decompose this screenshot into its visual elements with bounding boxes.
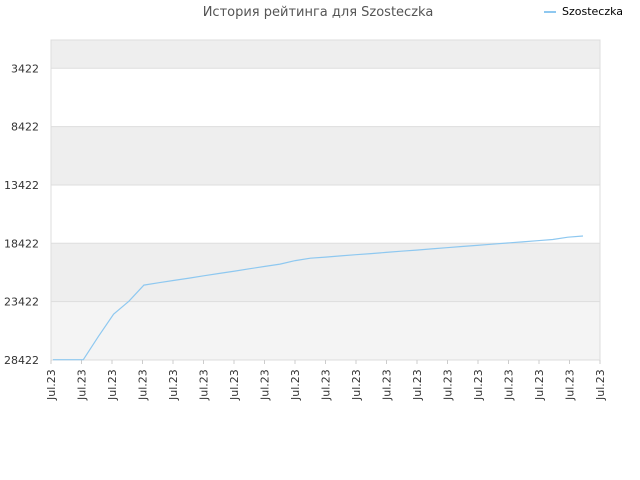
x-tick-label: Jul.23	[259, 369, 272, 401]
x-tick-label: Jul.23	[45, 369, 58, 401]
x-tick-label: Jul.23	[198, 369, 211, 401]
x-tick-label: Jul.23	[442, 369, 455, 401]
x-tick-label: Jul.23	[350, 369, 363, 401]
x-tick-label: Jul.23	[137, 369, 150, 401]
legend-swatch	[544, 10, 556, 13]
x-tick-label: Jul.23	[320, 369, 333, 401]
x-tick-label: Jul.23	[106, 369, 119, 401]
x-tick-label: Jul.23	[503, 369, 516, 401]
x-tick-label: Jul.23	[411, 369, 424, 401]
x-tick-label: Jul.23	[289, 369, 302, 401]
x-tick-label: Jul.23	[381, 369, 394, 401]
y-tick-label: 18422	[4, 237, 39, 250]
x-tick-label: Jul.23	[533, 369, 546, 401]
x-tick-label: Jul.23	[594, 369, 607, 401]
grid-band	[51, 40, 600, 69]
y-tick-label: 13422	[4, 179, 39, 192]
y-tick-label: 8422	[11, 121, 39, 134]
y-tick-label: 28422	[4, 354, 39, 367]
y-tick-label: 23422	[4, 296, 39, 309]
legend[interactable]: Szosteczka	[544, 5, 623, 18]
x-tick-label: Jul.23	[228, 369, 241, 401]
grid-band	[51, 301, 600, 360]
grid-band	[51, 68, 600, 127]
x-tick-label: Jul.23	[564, 369, 577, 401]
x-tick-label: Jul.23	[167, 369, 180, 401]
legend-label: Szosteczka	[562, 5, 624, 18]
series-line-szosteczka	[53, 235, 584, 361]
grid-band	[51, 184, 600, 244]
x-tick-label: Jul.23	[472, 369, 485, 401]
chart-title: История рейтинга для Szosteczka	[202, 5, 434, 20]
grid-band	[51, 126, 600, 185]
grid-band	[51, 243, 600, 302]
y-tick-label: 3422	[11, 62, 39, 75]
x-tick-label: Jul.23	[76, 369, 89, 401]
